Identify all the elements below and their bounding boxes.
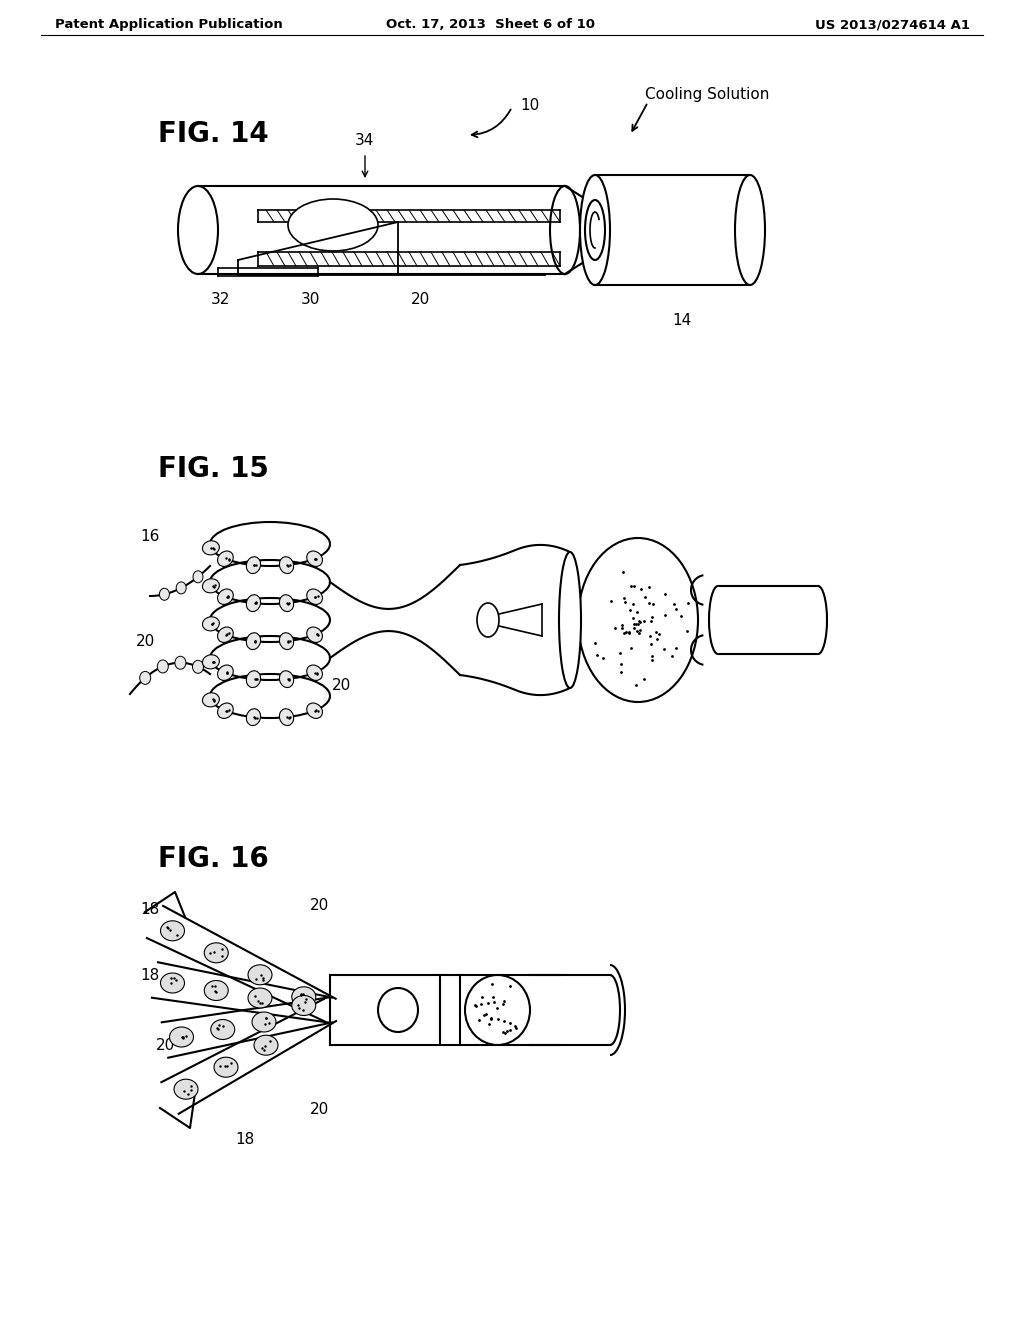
Ellipse shape — [280, 632, 294, 649]
Ellipse shape — [211, 1019, 234, 1040]
Ellipse shape — [248, 965, 272, 985]
Text: 20: 20 — [156, 1038, 175, 1052]
Ellipse shape — [214, 1057, 238, 1077]
Ellipse shape — [585, 201, 605, 260]
Ellipse shape — [288, 199, 378, 251]
Ellipse shape — [247, 595, 260, 611]
Ellipse shape — [160, 589, 169, 601]
Ellipse shape — [735, 176, 765, 285]
Ellipse shape — [550, 186, 580, 275]
Ellipse shape — [559, 552, 581, 688]
Ellipse shape — [465, 975, 530, 1045]
Text: 30: 30 — [300, 292, 319, 308]
Ellipse shape — [254, 1035, 278, 1055]
Ellipse shape — [217, 665, 233, 680]
Text: 16: 16 — [140, 529, 160, 544]
Ellipse shape — [292, 995, 315, 1015]
Ellipse shape — [193, 660, 204, 673]
Text: Oct. 17, 2013  Sheet 6 of 10: Oct. 17, 2013 Sheet 6 of 10 — [385, 18, 595, 30]
Ellipse shape — [307, 704, 323, 718]
Ellipse shape — [204, 981, 228, 1001]
Ellipse shape — [217, 704, 233, 718]
Text: 20: 20 — [310, 898, 330, 912]
Text: 18: 18 — [140, 968, 160, 982]
Ellipse shape — [203, 541, 219, 554]
Ellipse shape — [217, 550, 233, 566]
Ellipse shape — [247, 632, 260, 649]
Ellipse shape — [203, 616, 219, 631]
Ellipse shape — [252, 1012, 276, 1032]
Ellipse shape — [203, 655, 219, 669]
Text: 20: 20 — [411, 292, 430, 308]
Ellipse shape — [176, 582, 186, 594]
Text: 14: 14 — [673, 313, 691, 327]
Ellipse shape — [203, 693, 219, 708]
Ellipse shape — [175, 656, 186, 669]
Ellipse shape — [174, 1080, 198, 1100]
Ellipse shape — [307, 589, 323, 605]
Text: FIG. 14: FIG. 14 — [158, 120, 268, 148]
Text: 20: 20 — [332, 678, 351, 693]
Text: 32: 32 — [210, 292, 229, 308]
Ellipse shape — [158, 660, 168, 673]
Text: 18: 18 — [236, 1133, 255, 1147]
Ellipse shape — [292, 987, 315, 1007]
Ellipse shape — [247, 557, 260, 574]
Text: 18: 18 — [140, 903, 160, 917]
Text: US 2013/0274614 A1: US 2013/0274614 A1 — [815, 18, 970, 30]
Ellipse shape — [247, 709, 260, 726]
Ellipse shape — [378, 987, 418, 1032]
Text: 20: 20 — [136, 634, 155, 648]
Text: Cooling Solution: Cooling Solution — [645, 87, 769, 103]
Ellipse shape — [307, 665, 323, 680]
Ellipse shape — [178, 186, 218, 275]
Ellipse shape — [203, 578, 219, 593]
Ellipse shape — [580, 176, 610, 285]
Ellipse shape — [280, 709, 294, 726]
Ellipse shape — [280, 595, 294, 611]
Text: 10: 10 — [520, 98, 540, 112]
Ellipse shape — [280, 557, 294, 574]
Text: Patent Application Publication: Patent Application Publication — [55, 18, 283, 30]
Ellipse shape — [204, 942, 228, 962]
Ellipse shape — [217, 627, 233, 643]
Ellipse shape — [307, 550, 323, 566]
Ellipse shape — [217, 589, 233, 605]
Ellipse shape — [161, 921, 184, 941]
Ellipse shape — [307, 627, 323, 643]
Ellipse shape — [477, 603, 499, 638]
Text: 34: 34 — [355, 133, 375, 148]
Ellipse shape — [170, 1027, 194, 1047]
Text: FIG. 15: FIG. 15 — [158, 455, 269, 483]
Text: FIG. 16: FIG. 16 — [158, 845, 268, 873]
Text: 20: 20 — [310, 1102, 330, 1118]
Ellipse shape — [280, 671, 294, 688]
Ellipse shape — [578, 539, 698, 702]
Ellipse shape — [247, 671, 260, 688]
Ellipse shape — [139, 672, 151, 684]
Ellipse shape — [161, 973, 184, 993]
Ellipse shape — [248, 987, 272, 1008]
Ellipse shape — [193, 570, 203, 583]
